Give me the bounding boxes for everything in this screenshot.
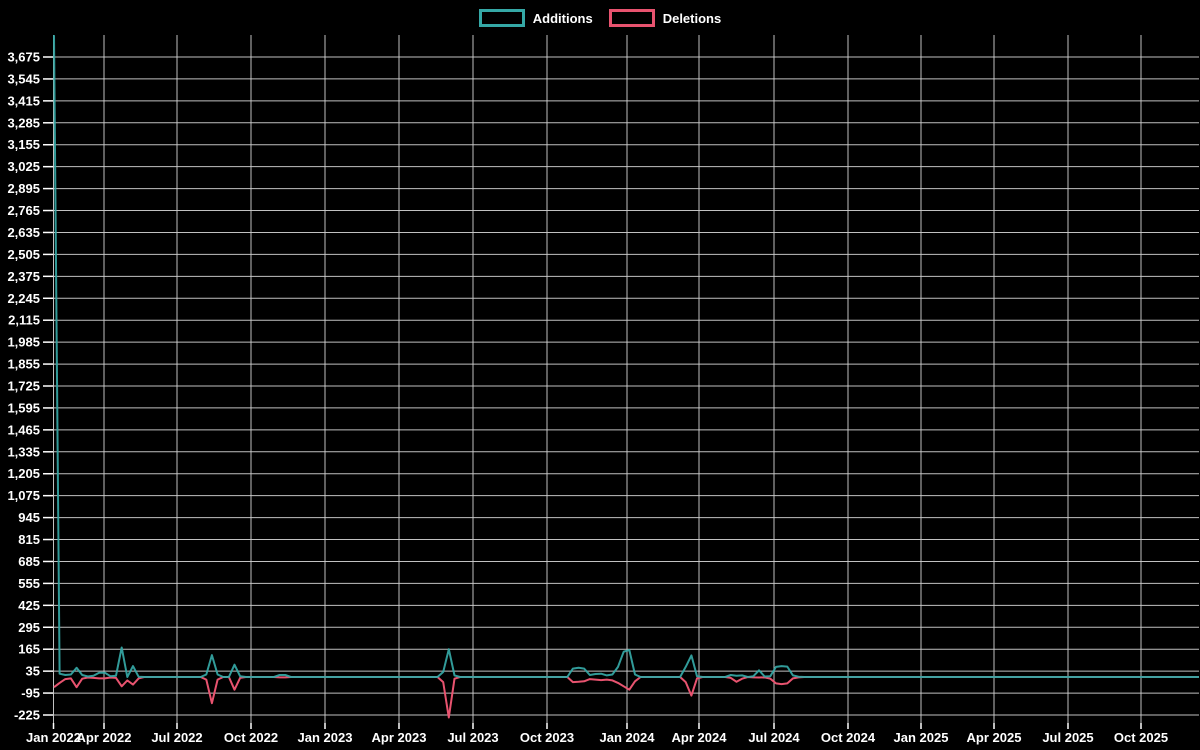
- svg-text:3,155: 3,155: [7, 137, 40, 152]
- svg-text:Oct 2025: Oct 2025: [1114, 730, 1168, 745]
- svg-text:2,375: 2,375: [7, 269, 40, 284]
- svg-text:Jul 2022: Jul 2022: [151, 730, 202, 745]
- svg-text:1,985: 1,985: [7, 335, 40, 350]
- svg-text:1,205: 1,205: [7, 466, 40, 481]
- svg-text:Oct 2022: Oct 2022: [224, 730, 278, 745]
- svg-text:Oct 2024: Oct 2024: [821, 730, 876, 745]
- svg-text:815: 815: [18, 532, 40, 547]
- legend-label-additions: Additions: [532, 10, 593, 26]
- svg-text:3,545: 3,545: [7, 71, 40, 86]
- svg-text:2,895: 2,895: [7, 181, 40, 196]
- legend-label-deletions: Deletions: [662, 10, 722, 26]
- svg-text:Apr 2022: Apr 2022: [77, 730, 132, 745]
- svg-text:2,765: 2,765: [7, 203, 40, 218]
- svg-text:Apr 2024: Apr 2024: [672, 730, 728, 745]
- svg-text:1,075: 1,075: [7, 488, 40, 503]
- svg-text:3,285: 3,285: [7, 115, 40, 130]
- svg-text:Jan 2024: Jan 2024: [600, 730, 656, 745]
- svg-text:1,595: 1,595: [7, 400, 40, 415]
- svg-text:3,025: 3,025: [7, 159, 40, 174]
- svg-text:1,855: 1,855: [7, 357, 40, 372]
- svg-text:1,335: 1,335: [7, 444, 40, 459]
- svg-text:Jul 2023: Jul 2023: [447, 730, 498, 745]
- svg-text:Jan 2022: Jan 2022: [26, 730, 81, 745]
- svg-text:Apr 2025: Apr 2025: [967, 730, 1022, 745]
- svg-text:1,725: 1,725: [7, 379, 40, 394]
- svg-text:425: 425: [18, 598, 40, 613]
- svg-text:Apr 2023: Apr 2023: [372, 730, 427, 745]
- svg-text:685: 685: [18, 554, 40, 569]
- svg-text:Jan 2023: Jan 2023: [298, 730, 353, 745]
- svg-text:1,465: 1,465: [7, 422, 40, 437]
- svg-text:-95: -95: [21, 686, 40, 701]
- svg-text:-225: -225: [14, 708, 40, 723]
- svg-text:35: 35: [26, 664, 40, 679]
- svg-text:295: 295: [18, 620, 40, 635]
- svg-text:Jul 2025: Jul 2025: [1042, 730, 1093, 745]
- svg-text:2,115: 2,115: [8, 313, 40, 328]
- svg-text:555: 555: [18, 576, 40, 591]
- svg-text:Jan 2025: Jan 2025: [894, 730, 949, 745]
- legend-item-additions[interactable]: Additions: [478, 9, 593, 27]
- svg-text:165: 165: [18, 642, 40, 657]
- svg-text:3,415: 3,415: [7, 93, 40, 108]
- svg-text:2,635: 2,635: [7, 225, 40, 240]
- svg-text:945: 945: [18, 510, 40, 525]
- chart-legend: Additions Deletions: [0, 8, 1200, 28]
- svg-text:Jul 2024: Jul 2024: [748, 730, 800, 745]
- additions-swatch-icon: [478, 9, 525, 27]
- deletions-swatch-icon: [608, 9, 655, 27]
- legend-item-deletions[interactable]: Deletions: [608, 9, 722, 27]
- svg-text:Oct 2023: Oct 2023: [520, 730, 574, 745]
- svg-text:3,675: 3,675: [7, 50, 40, 65]
- svg-text:2,245: 2,245: [7, 291, 40, 306]
- svg-text:2,505: 2,505: [7, 247, 40, 262]
